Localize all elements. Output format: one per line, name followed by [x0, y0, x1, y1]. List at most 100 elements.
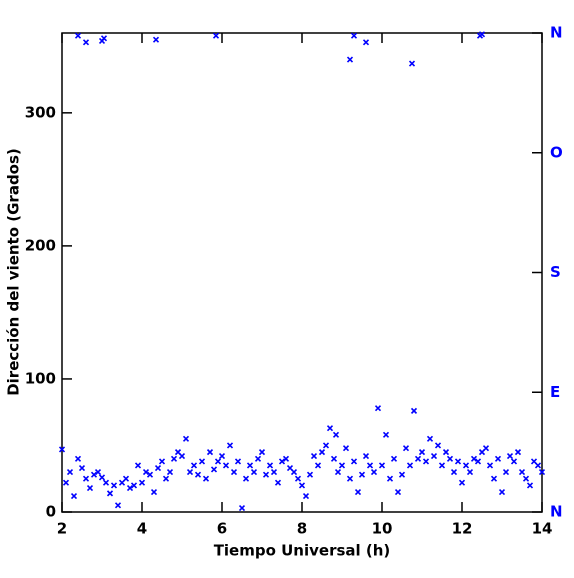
- point: [166, 469, 174, 476]
- point: [302, 492, 310, 500]
- point: [100, 35, 108, 42]
- point: [170, 455, 178, 462]
- x-axis-label: Tiempo Universal (h): [214, 542, 391, 560]
- point: [322, 442, 330, 449]
- point: [218, 453, 226, 460]
- point: [310, 453, 318, 460]
- point: [510, 458, 518, 465]
- point: [234, 458, 242, 465]
- point: [270, 469, 278, 476]
- point: [146, 471, 154, 478]
- point: [314, 462, 322, 469]
- y-tick-label: 200: [25, 236, 56, 254]
- point: [158, 458, 166, 465]
- point: [490, 475, 498, 482]
- point: [90, 471, 98, 478]
- point: [482, 445, 490, 452]
- point: [422, 458, 430, 465]
- point: [86, 484, 94, 492]
- point: [462, 462, 470, 469]
- point: [82, 475, 90, 482]
- point: [242, 475, 250, 482]
- point: [78, 465, 86, 472]
- point: [266, 462, 274, 469]
- point: [74, 32, 82, 39]
- x-tick-label: 10: [372, 520, 393, 538]
- y-axis-label: Dirección del viento (Grados): [5, 148, 23, 396]
- point: [502, 469, 510, 476]
- point: [290, 469, 298, 476]
- point: [418, 449, 426, 456]
- point: [254, 455, 262, 462]
- point: [538, 469, 546, 476]
- plot-frame: [61, 32, 543, 513]
- point: [202, 475, 210, 482]
- y-tick-label: 300: [25, 103, 56, 121]
- point: [362, 453, 370, 460]
- point: [358, 471, 366, 478]
- point: [82, 39, 90, 46]
- point: [406, 462, 414, 469]
- point: [390, 455, 398, 462]
- point: [514, 449, 522, 456]
- point: [222, 462, 230, 469]
- point: [486, 462, 494, 469]
- point: [330, 455, 338, 462]
- point: [522, 475, 530, 482]
- point: [414, 455, 422, 462]
- point: [408, 60, 416, 67]
- x-tick-label: 12: [452, 520, 473, 538]
- point: [350, 458, 358, 465]
- point: [354, 488, 362, 496]
- y2-tick-label: N: [550, 503, 563, 521]
- y-tick-label: 0: [46, 503, 56, 521]
- point: [454, 458, 462, 465]
- point: [334, 469, 342, 476]
- point: [342, 445, 350, 452]
- x-tick-label: 2: [57, 520, 67, 538]
- point: [214, 458, 222, 465]
- point: [494, 455, 502, 462]
- point: [442, 449, 450, 456]
- point: [70, 492, 78, 500]
- x-tick-label: 14: [532, 520, 553, 538]
- point: [194, 471, 202, 478]
- point: [98, 474, 106, 481]
- point: [332, 431, 340, 438]
- x-tick-label: 8: [297, 520, 307, 538]
- x-tick-label: 6: [217, 520, 227, 538]
- point: [518, 469, 526, 476]
- point: [506, 453, 514, 460]
- point: [58, 446, 66, 453]
- point: [186, 469, 194, 476]
- point: [114, 502, 122, 509]
- point: [178, 453, 186, 460]
- point: [230, 469, 238, 476]
- point: [362, 39, 370, 46]
- point: [102, 479, 110, 486]
- point: [458, 479, 466, 486]
- point: [282, 455, 290, 462]
- y2-tick-label: O: [550, 143, 563, 161]
- point: [470, 455, 478, 462]
- point: [150, 488, 158, 496]
- point: [274, 479, 282, 486]
- point: [466, 469, 474, 476]
- point: [122, 475, 130, 482]
- point: [366, 462, 374, 469]
- point: [534, 462, 542, 469]
- point: [402, 445, 410, 452]
- point: [306, 471, 314, 478]
- point: [126, 484, 134, 492]
- point: [134, 462, 142, 469]
- point: [182, 435, 190, 442]
- point: [138, 479, 146, 486]
- y-tick-label: 100: [25, 369, 56, 387]
- point: [154, 465, 162, 472]
- point: [162, 475, 170, 482]
- point: [62, 479, 70, 486]
- point: [498, 488, 506, 496]
- point: [474, 458, 482, 465]
- point: [226, 442, 234, 449]
